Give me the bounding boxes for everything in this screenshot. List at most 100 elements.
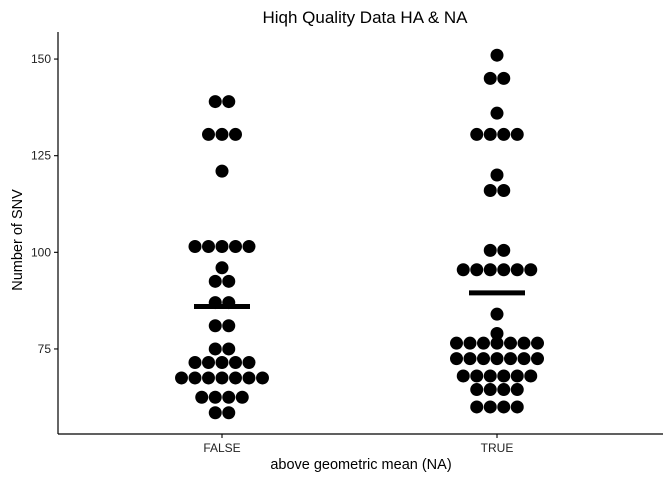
data-point (463, 352, 477, 366)
data-point (531, 352, 544, 366)
data-point (477, 352, 490, 366)
data-point (229, 371, 242, 385)
data-point (497, 400, 511, 414)
data-point (235, 390, 249, 404)
data-point (202, 371, 215, 385)
data-point (483, 71, 497, 85)
data-point (510, 383, 524, 397)
data-point (215, 355, 229, 369)
data-point (208, 95, 222, 109)
data-point (504, 336, 517, 350)
data-point (483, 183, 497, 197)
data-point (490, 352, 504, 366)
data-point (202, 127, 215, 141)
data-points (175, 48, 544, 420)
x-tick-label: TRUE (481, 441, 514, 455)
data-point (450, 336, 463, 350)
data-point (490, 48, 504, 62)
data-point (490, 307, 504, 321)
data-point (463, 336, 477, 350)
data-point (483, 243, 497, 257)
mean-markers (194, 290, 525, 309)
data-point (483, 400, 497, 414)
data-point (208, 342, 222, 356)
data-point (470, 127, 484, 141)
data-point (188, 371, 202, 385)
data-point (229, 127, 242, 141)
data-point (215, 240, 229, 254)
plot-area (57, 32, 663, 435)
data-point (222, 406, 236, 420)
chart-title: Hiqh Quality Data HA & NA (262, 8, 468, 27)
data-point (497, 183, 511, 197)
data-point (490, 336, 504, 350)
y-axis-title: Number of SNV (10, 189, 26, 291)
data-point (483, 263, 497, 277)
data-point (510, 127, 524, 141)
data-point (497, 263, 511, 277)
data-point (222, 342, 236, 356)
y-tick-label: 125 (31, 149, 51, 163)
data-point (222, 274, 236, 288)
data-point (222, 319, 236, 333)
data-point (229, 355, 242, 369)
data-point (524, 369, 538, 383)
data-point (208, 390, 222, 404)
data-point (497, 243, 511, 257)
x-axis-title: above geometric mean (NA) (270, 457, 451, 473)
data-point (510, 369, 524, 383)
data-point (517, 352, 531, 366)
data-point (497, 369, 511, 383)
data-point (483, 127, 497, 141)
data-point (188, 240, 202, 254)
data-point (524, 263, 538, 277)
y-axis-ticks: 75 100 125 150 (31, 52, 58, 356)
data-point (504, 352, 517, 366)
data-point (215, 371, 229, 385)
data-point (490, 168, 504, 182)
data-point (208, 274, 222, 288)
data-point (215, 164, 229, 178)
data-point (222, 95, 236, 109)
data-point (497, 383, 511, 397)
data-point (195, 390, 209, 404)
y-tick-label: 75 (38, 342, 52, 356)
data-point (490, 106, 504, 120)
data-point (256, 371, 269, 385)
data-point (483, 383, 497, 397)
data-point (208, 406, 222, 420)
data-point (510, 263, 524, 277)
data-point (456, 263, 470, 277)
data-point (242, 355, 256, 369)
data-point (470, 369, 484, 383)
data-point (456, 369, 470, 383)
data-point (497, 127, 511, 141)
data-point (470, 400, 484, 414)
data-point (208, 319, 222, 333)
data-point (188, 355, 202, 369)
data-point (229, 240, 242, 254)
y-tick-label: 150 (31, 52, 51, 66)
data-point (202, 240, 215, 254)
data-point (531, 336, 544, 350)
y-tick-label: 100 (31, 245, 51, 259)
data-point (477, 336, 490, 350)
data-point (222, 390, 236, 404)
data-point (497, 71, 511, 85)
data-point (175, 371, 188, 385)
data-point (242, 240, 256, 254)
data-point (510, 400, 524, 414)
x-tick-label: FALSE (203, 441, 240, 455)
data-point (242, 371, 256, 385)
data-point (215, 261, 229, 275)
data-point (470, 263, 484, 277)
data-point (215, 127, 229, 141)
data-point (450, 352, 463, 366)
data-point (483, 369, 497, 383)
data-point (202, 355, 215, 369)
x-axis-ticks: FALSE TRUE (203, 434, 513, 455)
data-point (490, 327, 504, 340)
data-point (517, 336, 531, 350)
